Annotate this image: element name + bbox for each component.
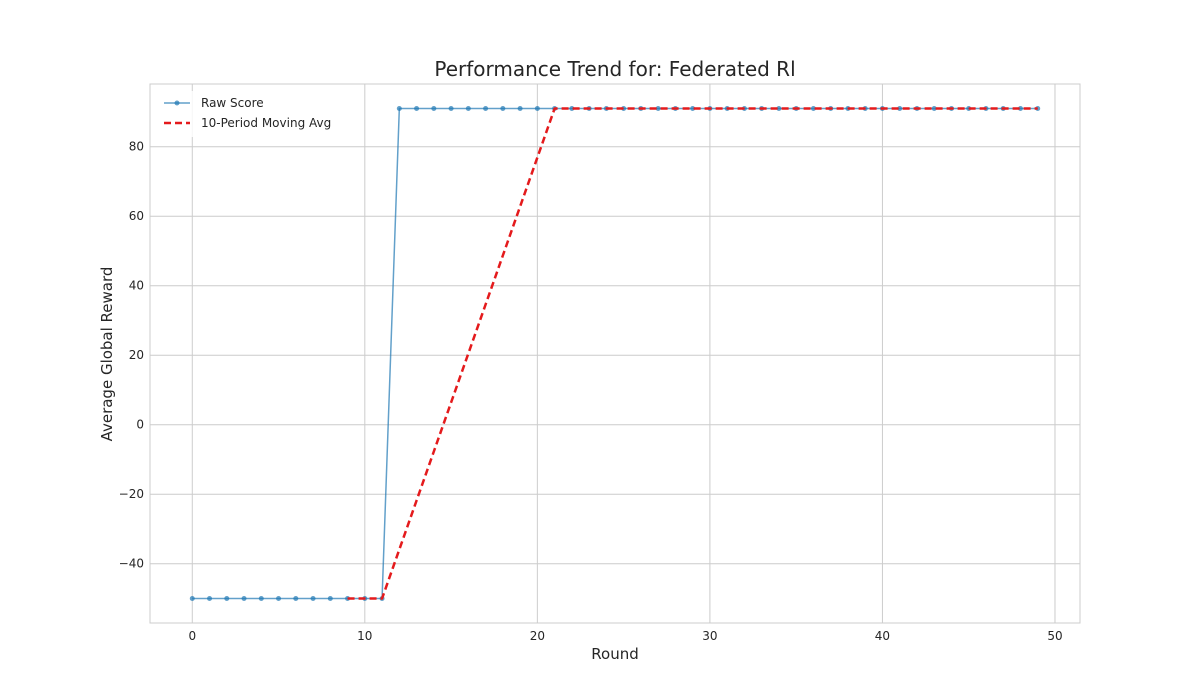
series-point-raw-score [224, 596, 230, 601]
y-tick-label: 40 [129, 279, 144, 293]
y-tick-label: 60 [129, 209, 144, 223]
series-point-raw-score [207, 596, 213, 601]
series-point-raw-score [655, 106, 661, 111]
x-tick-label: 20 [530, 629, 545, 643]
series-point-raw-score [258, 596, 264, 601]
x-tick-label: 0 [188, 629, 196, 643]
plot-background [150, 84, 1080, 623]
legend-label-moving-avg: 10-Period Moving Avg [201, 116, 331, 130]
y-tick-label: −20 [119, 487, 144, 501]
series-point-raw-score [414, 106, 420, 111]
series-point-raw-score [483, 106, 489, 111]
series-point-raw-score [241, 596, 247, 601]
legend-marker-raw-score [174, 100, 180, 106]
series-point-raw-score [534, 106, 540, 111]
series-point-raw-score [776, 106, 782, 111]
x-tick-label: 40 [875, 629, 890, 643]
series-point-raw-score [448, 106, 454, 111]
series-point-raw-score [327, 596, 333, 601]
x-tick-label: 50 [1047, 629, 1062, 643]
chart-title: Performance Trend for: Federated Rl [434, 57, 795, 81]
series-point-raw-score [189, 596, 195, 601]
grid [150, 84, 1080, 623]
series-point-raw-score [293, 596, 299, 601]
ticks: 0 10 20 30 40 50 −40 −20 0 20 40 60 80 [119, 140, 1063, 643]
series-point-raw-score [465, 106, 471, 111]
series-point-raw-score [431, 106, 437, 111]
x-tick-label: 30 [702, 629, 717, 643]
x-tick-label: 10 [357, 629, 372, 643]
y-tick-label: 20 [129, 348, 144, 362]
series-point-raw-score [396, 106, 402, 111]
legend: Raw Score 10-Period Moving Avg [156, 91, 346, 137]
series-line-10-period-moving-avg [347, 107, 1038, 600]
y-tick-label: 80 [129, 140, 144, 154]
y-axis-label: Average Global Reward [98, 267, 116, 442]
legend-box [156, 91, 346, 137]
series-point-raw-score [310, 596, 316, 601]
y-tick-label: 0 [136, 418, 144, 432]
x-axis-label: Round [591, 645, 638, 663]
series-point-raw-score [500, 106, 506, 111]
plot-frame [149, 83, 1081, 624]
legend-label-raw-score: Raw Score [201, 96, 264, 110]
series-point-raw-score [931, 106, 937, 111]
series-point-raw-score [517, 106, 523, 111]
y-tick-label: −40 [119, 557, 144, 571]
series-point-raw-score [276, 596, 282, 601]
series-layer [189, 106, 1041, 601]
